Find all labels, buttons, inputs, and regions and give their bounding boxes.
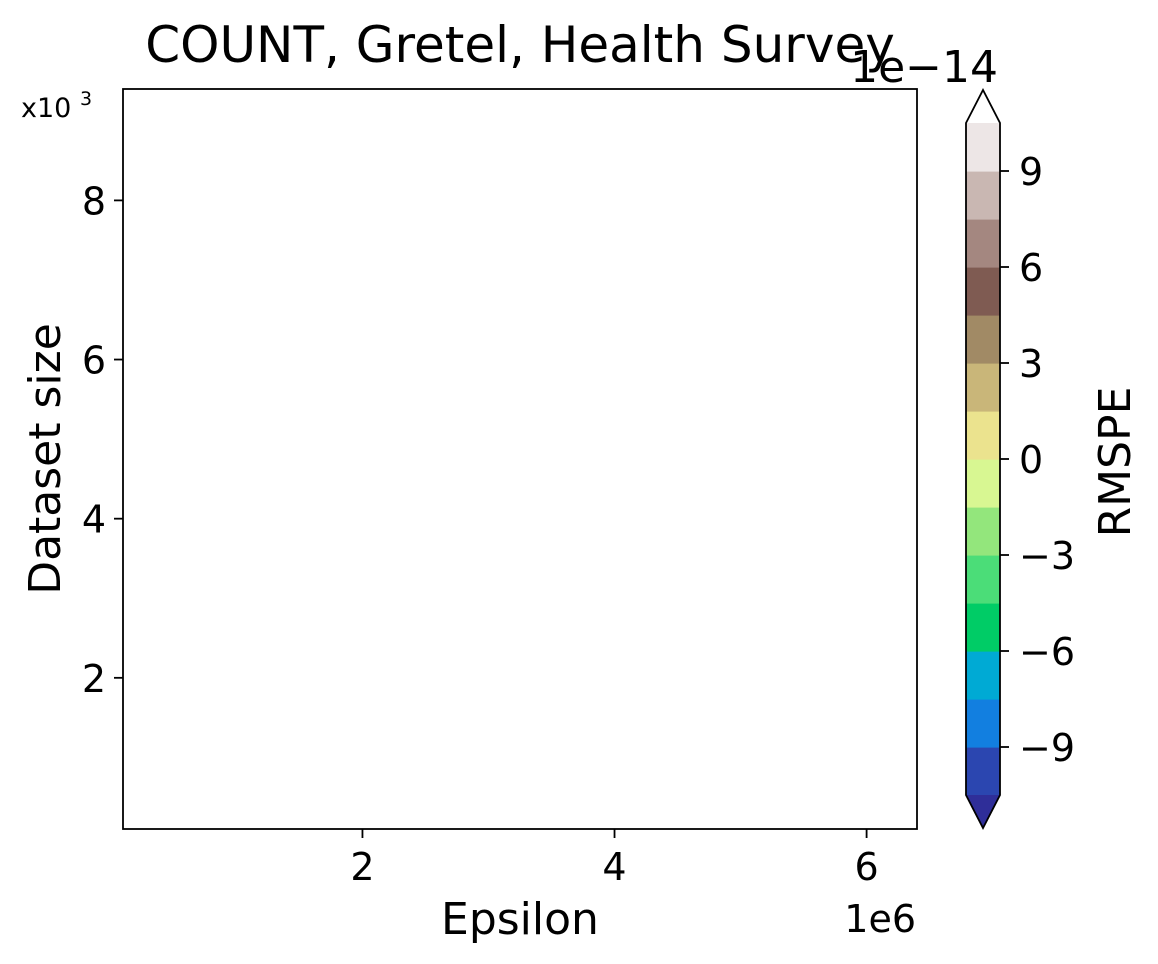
y-tick-label: 2 — [82, 657, 106, 701]
colorbar-outline — [965, 88, 1001, 830]
colorbar-extend-over — [966, 90, 1000, 123]
colorbar-band — [966, 315, 1000, 364]
plot-frame — [122, 88, 918, 830]
plot-background — [123, 89, 917, 829]
x-axis-label: Epsilon — [441, 894, 599, 945]
colorbar-band — [966, 123, 1000, 172]
colorbar-extend-under — [966, 795, 1000, 828]
colorbar-tick-label: 6 — [1019, 246, 1043, 290]
y-tick-label: 8 — [82, 179, 106, 223]
colorbar-ticks: −9 −6 −3 0 3 6 9 — [1000, 150, 1075, 770]
colorbar-tick-label: −3 — [1019, 534, 1075, 578]
colorbar-tick-label: −6 — [1019, 630, 1075, 674]
colorbar-bands — [966, 90, 1000, 828]
x-tick-label: 6 — [854, 845, 878, 889]
colorbar-tick-label: 0 — [1019, 438, 1043, 482]
colorbar-label: RMSPE — [1090, 387, 1141, 538]
colorbar-band — [966, 747, 1000, 796]
colorbar-band — [966, 363, 1000, 412]
plot-area — [122, 88, 918, 830]
x-axis-multiplier: 1e6 — [844, 897, 916, 941]
colorbar-band — [966, 411, 1000, 460]
y-axis-label: Dataset size — [20, 323, 71, 595]
colorbar-multiplier: 1e−14 — [850, 42, 998, 93]
colorbar-band — [966, 459, 1000, 508]
colorbar-band — [966, 171, 1000, 220]
colorbar-tick-label: 9 — [1019, 150, 1043, 194]
y-tick-label: 4 — [82, 498, 106, 542]
y-axis: 2 4 6 8 — [82, 179, 123, 701]
x-tick-label: 2 — [350, 845, 374, 889]
y-multiplier-exponent: 3 — [80, 88, 92, 110]
x-axis: 2 4 6 — [350, 829, 879, 889]
colorbar: −9 −6 −3 0 3 6 9 — [965, 88, 1075, 830]
colorbar-band — [966, 219, 1000, 268]
y-multiplier-base: x10 — [21, 93, 71, 124]
colorbar-band — [966, 267, 1000, 316]
y-axis-multiplier: x10 3 — [21, 88, 92, 124]
colorbar-band — [966, 603, 1000, 652]
colorbar-band — [966, 507, 1000, 556]
y-tick-label: 6 — [82, 339, 106, 383]
colorbar-tick-label: −9 — [1019, 726, 1075, 770]
colorbar-band — [966, 699, 1000, 748]
chart-title: COUNT, Gretel, Health Survey — [145, 16, 895, 74]
colorbar-tick-label: 3 — [1019, 342, 1043, 386]
colorbar-band — [966, 555, 1000, 604]
x-tick-label: 4 — [602, 845, 626, 889]
colorbar-band — [966, 651, 1000, 700]
